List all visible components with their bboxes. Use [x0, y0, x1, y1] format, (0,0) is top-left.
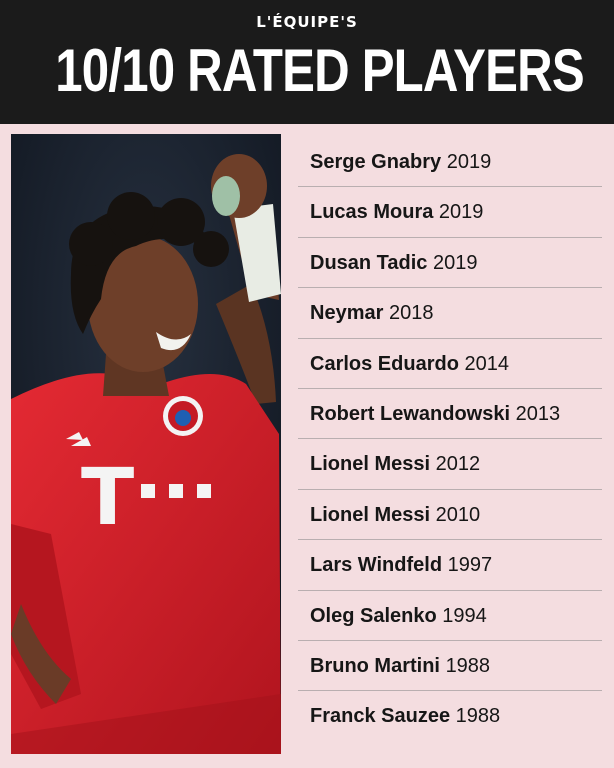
list-item: Lionel Messi 2010 [298, 490, 602, 541]
list-item: Serge Gnabry 2019 [298, 137, 602, 188]
player-name: Lars Windfeld [310, 554, 443, 577]
player-year: 2013 [515, 402, 561, 425]
list-item: Oleg Salenko 1994 [298, 591, 602, 641]
player-name: Carlos Eduardo [310, 352, 459, 375]
header-banner: L'ÉQUIPE'S 10/10 RATED PLAYERS [0, 0, 614, 124]
header-kicker: L'ÉQUIPE'S [256, 13, 358, 31]
player-name: Lionel Messi [310, 453, 431, 476]
list-item: Lionel Messi 2012 [298, 439, 602, 490]
player-name: Serge Gnabry [310, 151, 442, 173]
list-item: Bruno Martini 1988 [298, 641, 602, 692]
player-year: 2018 [388, 302, 434, 325]
player-name: Dusan Tadic [310, 251, 428, 274]
player-photo: T [11, 134, 281, 754]
player-year: 2019 [438, 201, 484, 224]
player-year: 1988 [455, 705, 501, 728]
player-year: 1997 [447, 554, 493, 577]
player-name: Bruno Martini [310, 654, 440, 677]
player-year: 2014 [464, 352, 509, 375]
player-name: Franck Sauzee [310, 705, 451, 728]
page-title: 10/10 RATED PLAYERS [55, 37, 584, 104]
list-item: Lucas Moura 2019 [298, 187, 602, 238]
player-name: Robert Lewandowski [310, 402, 511, 425]
player-illustration: T [11, 134, 281, 754]
list-item: Neymar 2018 [298, 288, 602, 339]
player-name: Neymar [310, 302, 384, 325]
rated-players-list: Serge Gnabry 2019 Lucas Moura 2019 Dusan… [298, 137, 602, 742]
player-name: Oleg Salenko [310, 604, 437, 627]
list-item: Lars Windfeld 1997 [298, 540, 602, 591]
player-name: Lucas Moura [310, 201, 434, 224]
list-item: Franck Sauzee 1988 [298, 691, 602, 741]
list-item: Carlos Eduardo 2014 [298, 339, 602, 389]
player-year: 2019 [446, 151, 492, 173]
player-year: 2012 [435, 453, 481, 476]
player-name: Lionel Messi [310, 503, 431, 526]
sponsor-logo: T [81, 453, 134, 543]
player-year: 1988 [445, 654, 491, 677]
player-year: 2019 [433, 251, 478, 274]
list-item: Robert Lewandowski 2013 [298, 389, 602, 440]
list-item: Dusan Tadic 2019 [298, 238, 602, 289]
player-year: 2010 [435, 503, 481, 526]
player-year: 1994 [442, 604, 487, 627]
